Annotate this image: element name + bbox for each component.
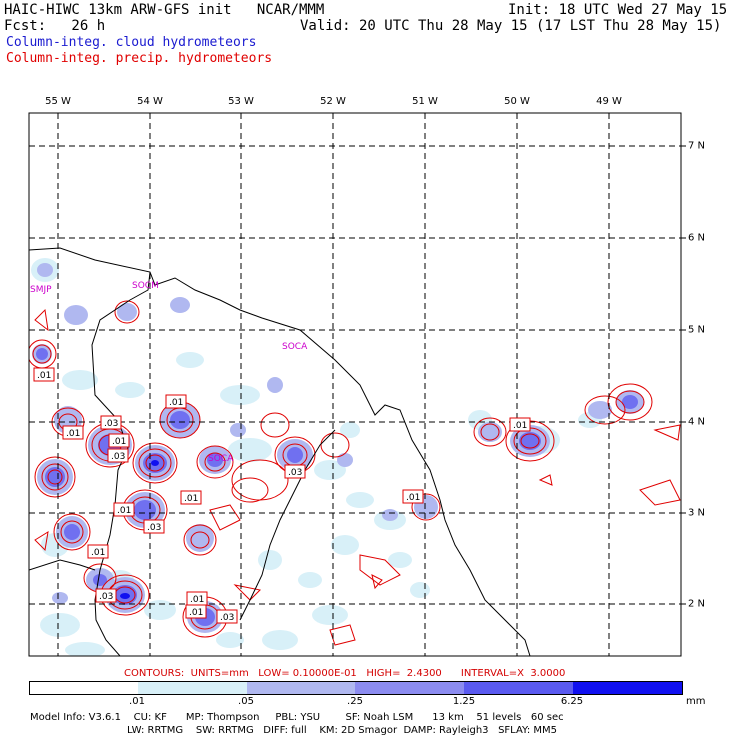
longitude-label: 54 W [137,96,163,107]
colorbar-segment [138,682,247,694]
latitude-label: 4 N [688,416,706,428]
station-label: SOCM [132,281,159,291]
colorbar [29,681,683,695]
contour-label: .01 [66,429,80,439]
contour-label: .03 [147,523,161,533]
contour-labels: .01 .01 .03 .01 .03 .01 .01 .03 .01 .03 … [33,367,531,624]
precip-hydrometeors-label: Column-integ. precip. hydrometeors [6,51,273,66]
header-title: HAIC-HIWC 13km ARW-GFS init NCAR/MMM [4,2,325,18]
station-label: SMJP [30,285,52,295]
cloud-light-field [31,258,602,656]
latitude-label: 2 N [688,598,706,610]
latitude-label: 7 N [688,140,706,152]
colorbar-label: 6.25 [560,696,584,707]
longitude-label: 49 W [596,96,622,107]
contour-label: .03 [104,419,118,429]
contour-label-box: .01 [87,544,109,559]
station-label: SOCA [208,454,234,464]
longitude-label: 51 W [412,96,438,107]
contour-label: .01 [169,398,183,408]
contour-label-box: .01 [186,591,208,606]
model-info-line1: Model Info: V3.6.1 CU: KF MP: Thompson P… [30,712,564,723]
contour-label-box: .03 [100,415,122,430]
cloud-max-field [120,460,159,599]
colorbar-label: .25 [347,696,363,707]
colorbar-segment [355,682,464,694]
contour-label: .01 [406,493,420,503]
contour-label-box: .03 [216,609,238,624]
colorbar-segment [573,682,682,694]
contour-label-box: .01 [509,417,531,432]
contour-label: .01 [37,371,51,381]
longitude-label: 50 W [504,96,530,107]
cloud-hydrometeors-label: Column-integ. cloud hydrometeors [6,35,257,50]
colorbar-unit: mm [686,696,706,707]
contour-label: .01 [513,421,527,431]
contour-label-box: .01 [185,604,207,619]
longitude-label: 52 W [320,96,346,107]
contour-label: .01 [91,548,105,558]
contour-label: .01 [117,506,131,516]
latitude-label: 5 N [688,324,706,336]
colorbar-label: .05 [238,696,254,707]
valid-time: Valid: 20 UTC Thu 28 May 15 (17 LST Thu … [300,18,722,34]
contour-label-box: .03 [284,464,306,479]
contour-label-box: .01 [108,433,130,448]
init-time: Init: 18 UTC Wed 27 May 15 [508,2,728,18]
contour-label-box: .03 [95,588,117,603]
contour-label: .01 [190,595,204,605]
model-info-line2: LW: RRTMG SW: RRTMG DIFF: full KM: 2D Sm… [127,725,557,736]
contour-label-box: .01 [180,490,202,505]
map-frame [28,112,682,657]
forecast-hour: Fcst: 26 h [4,18,106,34]
contour-label-box: .01 [113,502,135,517]
contour-label-box: .01 [402,489,424,504]
contour-info: CONTOURS: UNITS=mm LOW= 0.10000E-01 HIGH… [124,668,566,679]
contour-label: .03 [288,468,302,478]
latitude-label: 6 N [688,232,706,244]
contour-label-box: .03 [143,519,165,534]
contour-label: .01 [112,437,126,447]
longitude-label: 53 W [228,96,254,107]
right-ticks [681,145,686,605]
station-labels: SMJP SOCA SOCA SOCM [30,281,308,464]
colorbar-label: .01 [129,696,145,707]
contour-label-box: .01 [165,394,187,409]
contour-label: .01 [189,608,203,618]
colorbar-label: 1.25 [452,696,476,707]
longitude-label: 55 W [45,96,71,107]
lat-lon-grid [29,113,681,656]
contour-label-box: .03 [107,448,129,463]
contour-label: .03 [220,613,234,623]
station-label: SOCA [282,342,308,352]
colorbar-segment [464,682,573,694]
contour-label-box: .01 [62,425,84,440]
colorbar-segment [30,682,138,694]
colorbar-segment [247,682,355,694]
contour-label-box: .01 [33,367,55,382]
contour-label: .03 [111,452,125,462]
contour-label: .01 [184,494,198,504]
contour-label: .03 [99,592,113,602]
latitude-label: 3 N [688,507,706,519]
